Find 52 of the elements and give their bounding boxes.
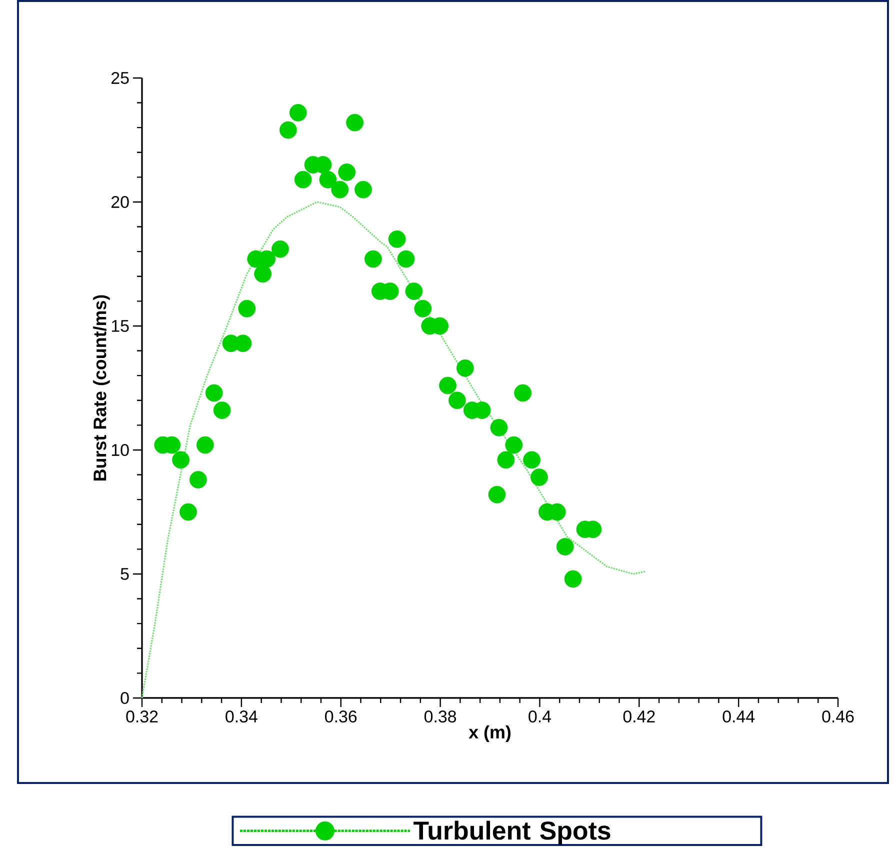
y-tick-label: 0: [120, 692, 129, 704]
point: [331, 180, 349, 198]
point: [456, 359, 474, 377]
x-tick-label: 0.38: [424, 710, 456, 723]
y-tick-label: 15: [112, 320, 129, 332]
line-series: [141, 201, 646, 699]
point: [448, 392, 466, 410]
point: [564, 570, 582, 588]
y-tick-label: 25: [112, 72, 129, 84]
point: [505, 436, 523, 454]
x-tick-label: 0.44: [722, 710, 755, 723]
point: [490, 418, 508, 436]
point: [530, 468, 548, 486]
point: [319, 170, 337, 188]
point: [523, 451, 540, 469]
point: [414, 300, 432, 318]
y-tick-label: 5: [120, 568, 129, 580]
x-tick-label: 0.34: [226, 710, 258, 723]
point: [338, 164, 356, 181]
point: [272, 240, 289, 258]
point: [514, 384, 532, 402]
point: [289, 104, 307, 122]
y-tick-label: 10: [112, 444, 129, 456]
point: [196, 436, 214, 454]
x-tick-label: 0.4: [528, 710, 551, 723]
x-tick-label: 0.32: [126, 710, 158, 723]
point: [488, 486, 506, 504]
point: [180, 503, 197, 521]
point: [439, 376, 456, 394]
point: [213, 402, 231, 420]
y-axis-title: Burst Rate (count/ms): [93, 295, 110, 480]
point: [388, 230, 406, 248]
point: [205, 384, 223, 402]
point: [364, 250, 382, 268]
point: [238, 300, 256, 318]
point: [189, 471, 207, 488]
x-axis-title: x (m): [468, 725, 511, 742]
point: [405, 282, 423, 300]
x-tick-label: 0.42: [623, 710, 655, 723]
point: [254, 265, 272, 283]
point: [556, 538, 574, 556]
text: Turbulent Spots: [414, 820, 610, 845]
point: [354, 180, 372, 198]
point: [397, 250, 415, 268]
x-tick-label: 0.36: [325, 710, 357, 723]
point: [497, 451, 515, 469]
x-tick-label: 0.46: [822, 710, 854, 723]
point: [279, 121, 297, 139]
y-tick-label: 20: [112, 196, 129, 208]
point: [294, 170, 312, 188]
point: [346, 114, 364, 132]
point: [172, 451, 190, 469]
